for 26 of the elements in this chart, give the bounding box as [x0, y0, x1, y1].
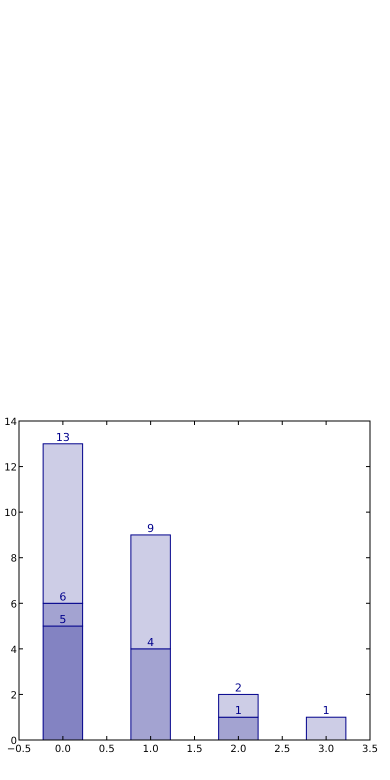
y-tick-label: 0	[10, 736, 17, 747]
x-tick-label: 2.5	[274, 744, 290, 755]
y-tick-label: 2	[10, 690, 17, 702]
x-tick-label: 3.0	[318, 744, 334, 755]
x-tick-label: 1.5	[186, 744, 202, 755]
annotation: 13	[56, 430, 70, 444]
annotation: 1	[234, 704, 242, 718]
x-tick-label: 0.5	[98, 744, 115, 755]
y-tick-label: 6	[10, 599, 17, 610]
y-tick-label: 10	[4, 508, 17, 520]
annotation: 5	[59, 613, 66, 626]
y-tick-label: 14	[4, 417, 17, 428]
annotation: 1	[322, 704, 330, 718]
y-tick-label: 4	[10, 644, 17, 656]
bar	[306, 716, 346, 740]
x-tick-label: 3.5	[362, 744, 378, 755]
x-tick-label: 2.0	[230, 744, 246, 755]
annotation: 9	[147, 522, 154, 535]
x-tick-label: 1.0	[142, 744, 159, 755]
y-tick-label: 12	[4, 462, 17, 474]
x-tick-label: 0.0	[54, 744, 71, 755]
x-tick-label: −0.5	[6, 744, 32, 755]
annotation: 6	[59, 590, 66, 604]
annotation: 4	[147, 636, 154, 649]
annotation: 2	[234, 681, 242, 694]
y-tick-label: 8	[10, 554, 17, 565]
